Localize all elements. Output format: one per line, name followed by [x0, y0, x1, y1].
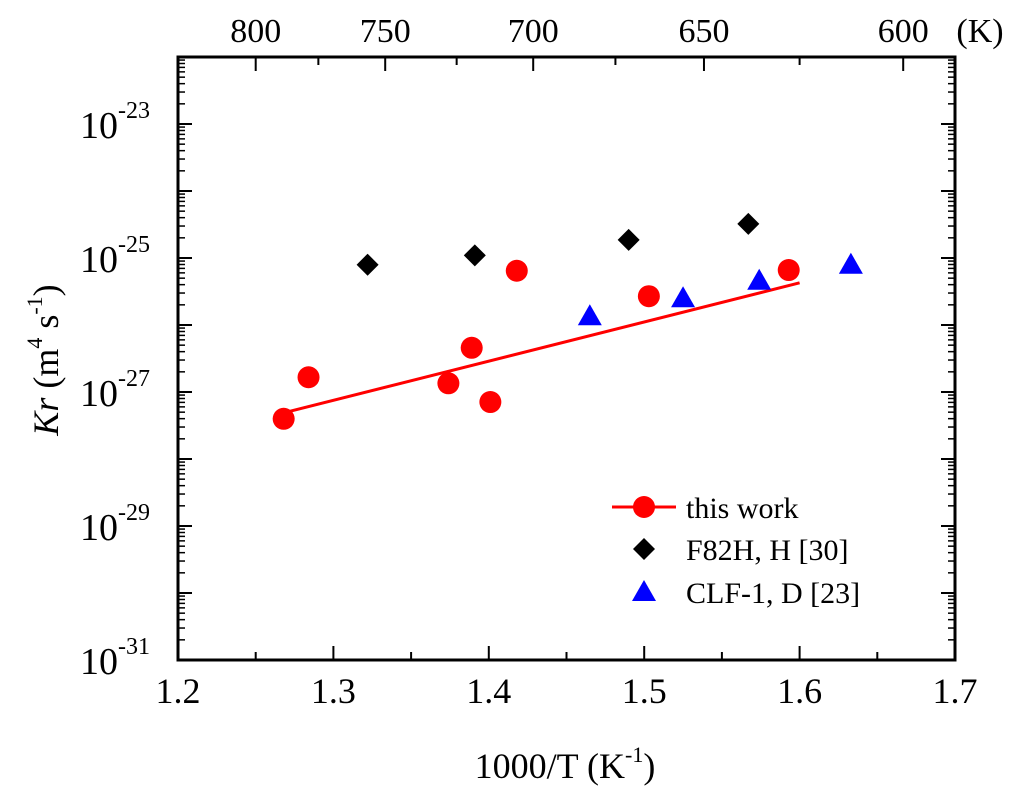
y-axis-title: Kr (m4 s-1) [22, 284, 66, 436]
point-this-work [505, 259, 528, 282]
top-tick-label: 800 [230, 13, 281, 50]
plot-frame [176, 55, 957, 662]
point-clf1 [747, 268, 772, 290]
point-this-work [297, 366, 320, 389]
legend-label-clf1: CLF-1, D [23] [686, 577, 860, 610]
top-tick-label: 750 [360, 13, 411, 50]
y-tick-label: 10-25 [80, 232, 150, 281]
y-tick-label: 10-31 [80, 634, 150, 683]
x-tick-label: 1.7 [933, 671, 978, 711]
top-tick-label: 700 [508, 13, 559, 50]
point-this-work [437, 372, 460, 395]
data-marks [272, 212, 863, 430]
ticks [177, 56, 956, 661]
point-this-work [460, 336, 483, 359]
x-tick-label: 1.2 [156, 671, 201, 711]
x-tick-label: 1.6 [777, 671, 822, 711]
legend-label-f82h: F82H, H [30] [686, 534, 849, 567]
fit-line [286, 281, 800, 414]
legend-label-this-work: this work [686, 492, 799, 525]
point-this-work [637, 285, 660, 308]
x-tick-label: 1.5 [622, 671, 667, 711]
point-clf1 [838, 252, 863, 274]
point-this-work [479, 391, 502, 414]
x-tick-label: 1.3 [311, 671, 356, 711]
y-tick-label: 10-29 [80, 500, 150, 549]
y-tick-label: 10-23 [80, 98, 150, 147]
legend: this work F82H, H [30] CLF-1, D [23] [612, 492, 860, 610]
x-tick-label: 1.4 [466, 671, 511, 711]
y-tick-label: 10-27 [80, 366, 150, 415]
tick-labels: 1.2 1.3 1.4 1.5 1.6 1.7 800 750 700 650 600 10-31 10… [80, 13, 978, 711]
point-f82h [463, 244, 486, 267]
legend-marker-f82h [633, 538, 655, 560]
point-f82h [737, 212, 760, 235]
point-f82h [356, 253, 379, 276]
legend-marker-this-work [633, 496, 655, 518]
point-clf1 [671, 286, 696, 308]
x-axis-title: 1000/T (K-1) [475, 742, 656, 786]
point-clf1 [577, 304, 602, 326]
top-tick-label: 650 [678, 13, 729, 50]
top-tick-label: 600 [878, 13, 929, 50]
top-axis-unit: (K) [956, 13, 1003, 50]
legend-marker-clf1 [632, 580, 656, 601]
point-this-work [777, 259, 800, 282]
point-f82h [617, 228, 640, 251]
point-this-work [272, 407, 295, 430]
